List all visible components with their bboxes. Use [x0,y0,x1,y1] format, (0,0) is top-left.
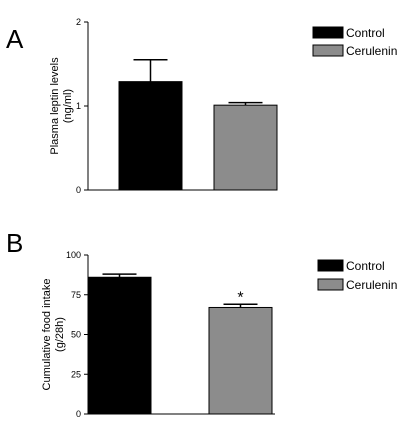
panel-b-y-tick-label: 0 [76,409,81,419]
panel-b-bar-control [87,276,152,415]
panel-a-bar-control [118,81,183,191]
panel-a-y-axis-label: (ng/ml) [62,89,74,123]
panel-b-y-tick-label: 100 [66,250,81,260]
panel-b-bar-cerulenin [208,306,273,415]
panel-b-significance-mark: * [237,289,243,306]
panel-b-y-axis-label: (g/28h) [54,317,66,352]
panel-b-y-tick-label: 75 [71,290,81,300]
panel-a-plot: 0 1 2 Plasma leptin levels (ng/ml) Control Cer… [49,17,397,195]
panel-a-bar-cerulenin [213,104,278,191]
panel-a: A 0 1 2 Plasma leptin levels (ng/ml) Control C… [6,17,397,195]
panel-b-y-tick-label: 25 [71,369,81,379]
panel-a-legend-label: Cerulenin [346,44,397,58]
panel-a-letter: A [6,24,24,54]
panel-b-y-axis-label: Cumulative food intake [41,279,53,391]
panel-a-y-axis-label: Plasma leptin levels [49,57,61,155]
panel-b-legend-label: Cerulenin [346,278,397,292]
panel-a-y-tick-label: 1 [76,101,81,111]
panel-b-legend-swatch [317,278,344,291]
panel-b-letter: B [6,228,23,258]
panel-a-y-tick-label: 2 [76,17,81,27]
panel-b-legend-label: Control [346,259,385,273]
panel-b-y-tick-label: 50 [71,330,81,340]
panel-a-legend-label: Control [346,26,385,40]
panel-a-y-tick-label: 0 [76,185,81,195]
panel-b-plot: 0 25 50 75 100 Cumulative food intake (g/28h) *… [41,250,397,419]
panel-a-legend-swatch [312,44,344,57]
panel-b: B 0 25 50 75 100 Cumulative food intake (g/28h… [6,228,397,419]
panel-b-legend-swatch [317,259,344,272]
panel-a-legend-swatch [312,26,344,39]
